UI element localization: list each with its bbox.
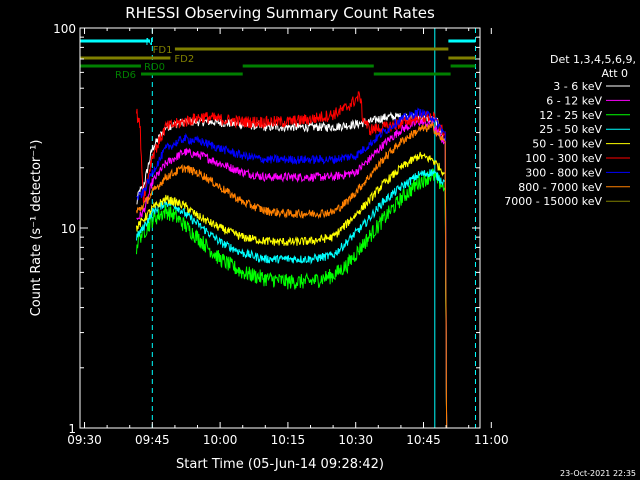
x-tick-label: 10:45 (406, 433, 441, 447)
chart-title: RHESSI Observing Summary Count Rates (125, 4, 435, 22)
axes: 09:30 09:45 10:00 10:15 10:30 10:45 11:00 1 10 10… (53, 22, 509, 447)
legend-label: 300 - 800 keV (525, 166, 602, 179)
legend-title-line-2: Att 0 (602, 67, 628, 80)
legend-label: 800 - 7000 keV (518, 181, 602, 194)
state-label-fd2: FD2 (174, 54, 194, 65)
series-line-12-25-kev (136, 167, 448, 429)
legend-label: 7000 - 15000 keV (504, 195, 602, 208)
series-line-3-6-kev (136, 111, 448, 429)
legend-label: 3 - 6 keV (553, 80, 602, 93)
state-label-n: N (146, 37, 153, 48)
series-line-50-100-kev (136, 151, 448, 429)
legend-label: 25 - 50 keV (539, 123, 602, 136)
y-tick-label: 10 (61, 222, 76, 236)
x-tick-label: 10:30 (338, 433, 373, 447)
x-tick-label: 09:30 (67, 433, 102, 447)
series-line-100-300-kev (136, 91, 448, 429)
legend-label: 50 - 100 keV (532, 138, 602, 151)
x-tick-label: 11:00 (474, 433, 509, 447)
series-line-25-50-kev (136, 169, 448, 429)
legend-label: 12 - 25 keV (539, 109, 602, 122)
legend-title-line-1: Det 1,3,4,5,6,9, (550, 53, 636, 66)
y-tick-label: 100 (53, 22, 76, 36)
y-axis-label: Count Rate (s⁻¹ detector⁻¹) (29, 140, 44, 317)
series-line-300-800-kev (136, 107, 448, 429)
x-tick-label: 09:45 (135, 433, 170, 447)
y-tick-label: 1 (68, 422, 76, 436)
x-tick-label: 10:15 (271, 433, 306, 447)
series-line-6-12-kev (136, 118, 448, 429)
legend-label: 100 - 300 keV (525, 152, 602, 165)
state-label-rd6: RD6 (115, 70, 136, 81)
state-label-fd1: FD1 (153, 45, 173, 56)
legend-label: 6 - 12 keV (546, 94, 602, 107)
x-tick-label: 10:00 (203, 433, 238, 447)
x-axis-label: Start Time (05-Jun-14 09:28:42) (176, 457, 384, 472)
series-line-800-7000-kev (136, 121, 448, 429)
footer-date: 23-Oct-2021 22:35 (560, 469, 636, 478)
state-label-rd0: RD0 (144, 62, 165, 73)
